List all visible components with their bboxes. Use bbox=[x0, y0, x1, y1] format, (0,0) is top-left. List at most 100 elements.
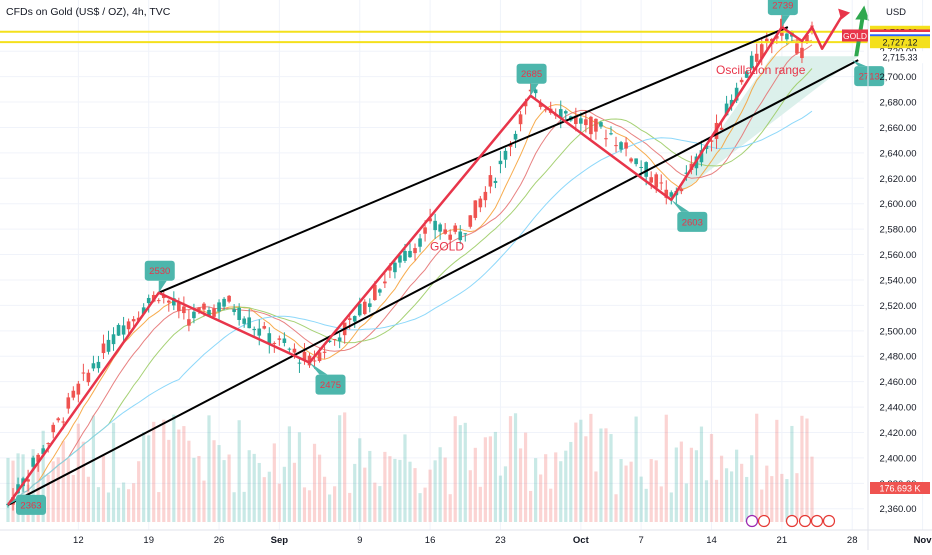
candle-body bbox=[182, 306, 186, 314]
candle bbox=[101, 334, 106, 360]
moving-average-line bbox=[7, 110, 813, 505]
y-tick-label: 2,700.00 bbox=[880, 72, 917, 83]
callout-box bbox=[315, 374, 346, 395]
volume-bar bbox=[418, 493, 422, 522]
y-tick-label: 2,540.00 bbox=[880, 275, 917, 286]
candle-body bbox=[96, 361, 101, 369]
candle bbox=[478, 195, 483, 213]
candle-body bbox=[468, 215, 473, 227]
volume-bar bbox=[483, 437, 487, 522]
volume-bar bbox=[403, 434, 407, 522]
candle bbox=[227, 294, 231, 304]
y-tick-label: 2,640.00 bbox=[880, 148, 917, 159]
price-callout[interactable]: 2475 bbox=[309, 362, 346, 395]
price-callout[interactable]: 2603 bbox=[671, 199, 708, 232]
x-tick-label: 14 bbox=[706, 535, 717, 546]
volume-bar bbox=[448, 494, 452, 522]
candle bbox=[659, 174, 664, 191]
volume-bar bbox=[518, 448, 523, 522]
volume-bar bbox=[760, 489, 764, 522]
candle-body bbox=[523, 101, 528, 107]
volume-bar bbox=[388, 456, 392, 522]
candle-body bbox=[41, 448, 45, 454]
volume-bars bbox=[6, 412, 814, 522]
volume-bar bbox=[428, 469, 432, 522]
candle-body bbox=[227, 295, 231, 302]
candle-body bbox=[131, 319, 136, 322]
candle bbox=[458, 225, 463, 245]
volume-bar bbox=[790, 425, 794, 522]
volume-bar bbox=[127, 489, 131, 522]
volume-bar bbox=[664, 414, 668, 522]
callout-label: 2475 bbox=[320, 380, 341, 391]
candle-body bbox=[357, 303, 362, 316]
volume-bar bbox=[564, 450, 568, 522]
volume-bar bbox=[730, 471, 734, 522]
volume-bar bbox=[137, 461, 141, 522]
moving-averages bbox=[7, 39, 813, 505]
candle bbox=[619, 140, 623, 153]
candle bbox=[383, 273, 387, 288]
volume-bar bbox=[41, 430, 45, 522]
price-callout[interactable]: 2713 bbox=[852, 60, 885, 87]
candle-body bbox=[66, 397, 71, 409]
candle-body bbox=[267, 333, 272, 344]
volume-bar bbox=[468, 470, 472, 522]
candle-body bbox=[116, 324, 121, 336]
candle bbox=[729, 94, 734, 111]
volume-bar bbox=[197, 455, 201, 522]
candle-body bbox=[734, 87, 739, 101]
price-callout[interactable]: 2739 bbox=[767, 0, 798, 28]
oscillation-range-label: Oscillation range bbox=[716, 63, 806, 77]
volume-bar bbox=[780, 473, 784, 522]
candle bbox=[121, 316, 126, 344]
x-tick-label: 28 bbox=[847, 535, 858, 546]
volume-bar bbox=[609, 434, 613, 522]
candle-body bbox=[599, 122, 603, 127]
y-tick-label: 2,680.00 bbox=[880, 98, 917, 109]
candle bbox=[106, 330, 111, 355]
volume-bar bbox=[458, 425, 462, 522]
candle-body bbox=[282, 338, 287, 343]
candle bbox=[754, 43, 759, 67]
callout-box bbox=[854, 66, 885, 87]
volume-bar bbox=[121, 482, 126, 522]
price-callout[interactable]: 2363 bbox=[8, 494, 46, 515]
price-callout[interactable]: 2685 bbox=[516, 63, 547, 96]
volume-bar bbox=[167, 439, 171, 522]
volume-bar bbox=[162, 419, 166, 522]
oscillation-zone bbox=[671, 56, 859, 200]
candle bbox=[448, 229, 452, 243]
volume-bar bbox=[358, 438, 362, 522]
event-flag-icon bbox=[822, 514, 836, 528]
candles bbox=[6, 14, 814, 511]
candle bbox=[795, 37, 799, 55]
candle-body bbox=[624, 142, 628, 149]
volume-bar bbox=[413, 468, 417, 522]
volume-bar bbox=[338, 415, 342, 522]
candle bbox=[438, 222, 442, 240]
candle-body bbox=[388, 266, 392, 271]
candle bbox=[96, 355, 101, 373]
candle-body bbox=[86, 372, 91, 383]
price-callout[interactable]: 2530 bbox=[144, 260, 175, 293]
candle bbox=[488, 166, 493, 194]
candle-body bbox=[403, 251, 407, 261]
candle bbox=[493, 177, 498, 189]
volume-bar bbox=[348, 492, 352, 522]
volume-bar bbox=[297, 432, 302, 522]
volume-tag-text: 176.693 K bbox=[879, 484, 920, 494]
candle-body bbox=[785, 33, 789, 40]
candle bbox=[614, 136, 618, 153]
volume-bar bbox=[719, 455, 724, 522]
volume-bar bbox=[353, 463, 357, 522]
volume-bar bbox=[654, 460, 658, 522]
candle-body bbox=[26, 479, 30, 482]
candle-body bbox=[644, 162, 648, 177]
candle-body bbox=[207, 309, 211, 316]
candle-body bbox=[111, 334, 116, 345]
candle-body bbox=[488, 175, 493, 187]
price-callouts[interactable]: 2363 2530 2475 2685 2603 2739 2713 bbox=[8, 0, 885, 515]
